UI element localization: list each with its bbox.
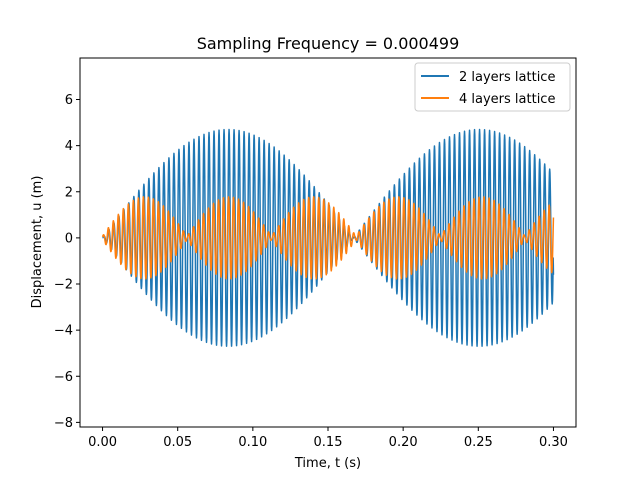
y-tick-label: −8 bbox=[54, 416, 73, 431]
x-tick-label: 0.30 bbox=[539, 435, 568, 450]
x-axis-label: Time, t (s) bbox=[294, 456, 361, 471]
chart-title: Sampling Frequency = 0.000499 bbox=[197, 34, 460, 53]
legend-label-4-layers: 4 layers lattice bbox=[459, 92, 555, 107]
y-tick-label: −6 bbox=[54, 370, 73, 385]
legend-frame bbox=[414, 62, 571, 112]
x-tick-label: 0.20 bbox=[389, 435, 418, 450]
series-layer bbox=[101, 128, 555, 348]
x-tick-label: 0.00 bbox=[88, 435, 117, 450]
y-tick-label: −4 bbox=[54, 324, 73, 339]
x-tick-label: 0.10 bbox=[238, 435, 267, 450]
y-tick-label: 6 bbox=[65, 93, 73, 108]
x-tick-label: 0.25 bbox=[464, 435, 493, 450]
y-tick-label: 4 bbox=[65, 139, 73, 154]
legend-label-2-layers: 2 layers lattice bbox=[459, 70, 555, 85]
y-tick-label: −2 bbox=[54, 278, 73, 293]
y-tick-label: 2 bbox=[65, 185, 73, 200]
x-tick-label: 0.05 bbox=[163, 435, 192, 450]
x-tick-label: 0.15 bbox=[314, 435, 343, 450]
series-line-4-layers bbox=[101, 196, 555, 280]
y-axis-label: Displacement, u (m) bbox=[30, 176, 45, 309]
y-tick-label: 0 bbox=[65, 231, 73, 246]
axes-layer: 0.00 0.05 0.10 0.15 0.20 0.25 0.30 −8 −6 −4 −2 0 2 4 6 bbox=[54, 57, 577, 450]
legend: 2 layers lattice 4 layers lattice bbox=[414, 62, 571, 112]
